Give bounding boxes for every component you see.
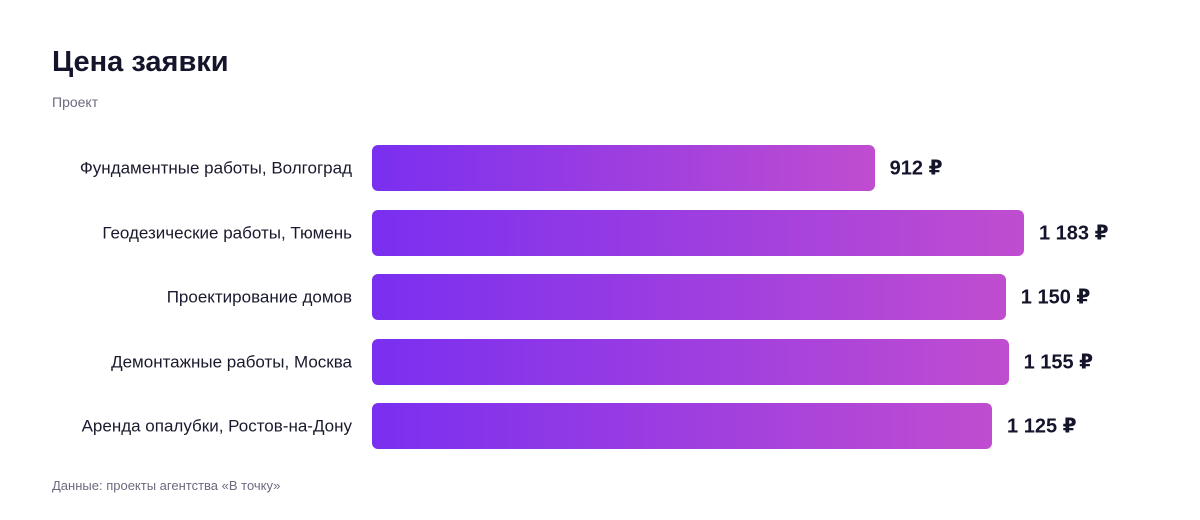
category-label: Фундаментные работы, Волгоград [79, 158, 352, 178]
source-note: Данные: проекты агентства «В точку» [52, 478, 281, 493]
bar [372, 145, 875, 191]
value-label: 912 ₽ [889, 157, 943, 180]
bar [372, 403, 993, 449]
value-label: 1 150 ₽ [1020, 286, 1091, 309]
category-label: Аренда опалубки, Ростов-на-Дону [81, 416, 352, 436]
bar [372, 274, 1006, 320]
value-label: 1 125 ₽ [1007, 415, 1077, 438]
bar [372, 338, 1009, 385]
category-label: Проектирование домов [166, 287, 352, 307]
category-label: Геодезические работы, Тюмень [102, 223, 352, 242]
value-label: 1 155 ₽ [1023, 351, 1094, 373]
chart-subtitle: Проект [52, 94, 99, 110]
chart-title: Цена заявки [52, 46, 229, 78]
category-label: Демонтажные работы, Москва [111, 352, 352, 371]
bar [372, 209, 1024, 256]
value-label: 1 183 ₽ [1039, 222, 1109, 244]
